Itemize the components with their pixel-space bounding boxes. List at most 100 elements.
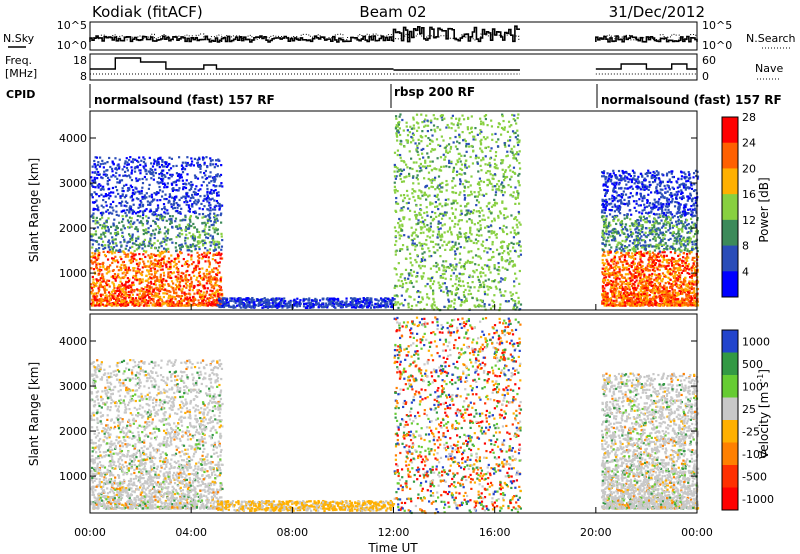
heatmap-cell: [182, 272, 185, 275]
heatmap-cell: [109, 232, 112, 235]
freq-left-label-1: Freq.: [5, 54, 32, 67]
heatmap-cell: [106, 182, 109, 185]
heatmap-cell: [691, 282, 694, 285]
heatmap-cell: [174, 220, 177, 223]
heatmap-cell: [176, 179, 179, 182]
heatmap-cell: [621, 228, 625, 231]
cpid-segment-2: normalsound (fast) 157 RF: [601, 93, 782, 107]
heatmap-cell: [124, 296, 127, 299]
heatmap-cell: [663, 294, 666, 298]
heatmap-cell: [152, 178, 155, 181]
heatmap-cell: [650, 284, 653, 288]
heatmap-cell: [147, 230, 150, 234]
heatmap-cell: [183, 298, 186, 301]
heatmap-cell: [171, 207, 175, 210]
heatmap-cell: [179, 174, 182, 177]
heatmap-cell: [168, 218, 171, 221]
heatmap-cell: [105, 210, 108, 213]
heatmap-cell: [159, 285, 162, 288]
heatmap-cell: [217, 295, 220, 298]
heatmap-cell: [670, 245, 673, 249]
heatmap-cell: [160, 279, 163, 282]
heatmap-cell: [91, 234, 95, 237]
heatmap-cell: [661, 272, 665, 275]
heatmap-cell: [211, 276, 214, 280]
heatmap-cell: [118, 202, 121, 205]
heatmap-cell: [149, 172, 152, 175]
heatmap-cell: [215, 261, 218, 264]
heatmap-cell: [168, 169, 171, 172]
heatmap-cell: [657, 233, 660, 237]
heatmap-cell: [175, 235, 178, 239]
heatmap-cell: [671, 175, 674, 179]
heatmap-cell: [107, 228, 110, 231]
heatmap-cell: [177, 304, 180, 307]
heatmap-cell: [193, 201, 196, 204]
heatmap-cell: [157, 301, 160, 304]
heatmap-cell: [673, 303, 676, 306]
heatmap-cell: [183, 293, 187, 297]
heatmap-cell: [676, 216, 680, 219]
heatmap-cell: [106, 265, 109, 268]
heatmap-cell: [94, 250, 97, 253]
heatmap-cell: [144, 255, 147, 259]
heatmap-cell: [695, 210, 698, 213]
heatmap-cell: [104, 173, 107, 176]
heatmap-cell: [180, 304, 183, 307]
heatmap-cell: [196, 192, 199, 196]
heatmap-cell: [693, 208, 697, 212]
heatmap-cell: [671, 288, 674, 291]
heatmap-cell: [629, 291, 633, 294]
heatmap-cell: [638, 211, 641, 214]
heatmap-cell: [636, 303, 639, 306]
heatmap-cell: [131, 303, 134, 306]
heatmap-cell: [681, 191, 684, 195]
heatmap-cell: [632, 263, 635, 266]
heatmap-cell: [170, 157, 174, 160]
heatmap-cell: [664, 191, 667, 195]
heatmap-cell: [122, 291, 125, 294]
heatmap-cell: [643, 186, 647, 189]
heatmap-cell: [627, 283, 630, 286]
heatmap-cell: [148, 242, 151, 245]
heatmap-cell: [607, 253, 610, 257]
heatmap-cell: [130, 185, 134, 189]
heatmap-cell: [138, 246, 141, 249]
heatmap-cell: [664, 208, 667, 211]
heatmap-cell: [195, 276, 199, 279]
heatmap-cell: [619, 174, 623, 178]
heatmap-cell: [641, 183, 644, 186]
heatmap-cell: [615, 232, 619, 235]
heatmap-cell: [648, 269, 652, 272]
heatmap-cell: [606, 260, 609, 263]
heatmap-cell: [110, 304, 113, 307]
heatmap-cell: [163, 240, 166, 243]
heatmap-cell: [161, 302, 164, 305]
heatmap-cell: [605, 272, 608, 275]
heatmap-cell: [636, 271, 639, 274]
heatmap-cell: [149, 301, 152, 305]
heatmap-cell: [604, 224, 608, 227]
heatmap-cell: [664, 294, 667, 297]
heatmap-cell: [178, 223, 181, 227]
heatmap-cell: [176, 302, 179, 306]
heatmap-cell: [684, 226, 687, 229]
heatmap-cell: [97, 287, 100, 290]
heatmap-cell: [212, 227, 215, 230]
heatmap-cell: [605, 204, 608, 207]
heatmap-cell: [632, 200, 636, 203]
heatmap-cell: [644, 231, 647, 234]
heatmap-cell: [683, 266, 687, 269]
heatmap-cell: [676, 262, 679, 265]
heatmap-cell: [109, 211, 112, 214]
heatmap-cell: [102, 280, 105, 283]
heatmap-cell: [115, 213, 118, 217]
noise-right-label: N.Search: [746, 32, 796, 45]
heatmap-cell: [184, 182, 187, 185]
heatmap-cell: [178, 250, 182, 254]
heatmap-cell: [150, 234, 153, 237]
heatmap-cell: [184, 236, 187, 240]
heatmap-cell: [174, 288, 177, 291]
heatmap-cell: [672, 175, 675, 179]
heatmap-cell: [136, 166, 139, 169]
